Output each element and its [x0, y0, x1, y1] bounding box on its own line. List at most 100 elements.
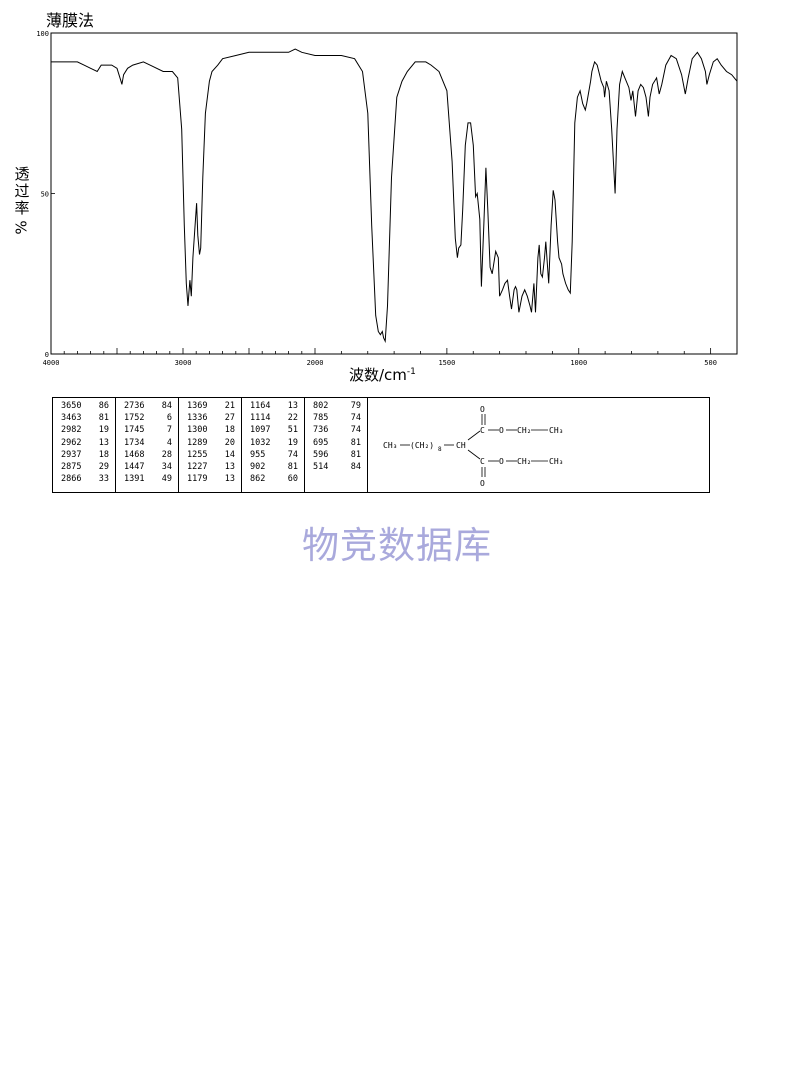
struct-ch3-top: CH₃: [549, 426, 563, 435]
peak-wavenumber: 2866: [61, 474, 82, 485]
peak-column-group: 2736 84 1752 6 1745 7 1734 4 1468 28 1447 34 1391 49: [115, 397, 179, 493]
x-tick-label: 4000: [43, 359, 60, 367]
peak-wavenumber: 1745: [124, 425, 145, 436]
peak-row: 2982 19: [61, 424, 109, 436]
peak-row: 1745 7: [124, 424, 172, 436]
peak-transmittance: 22: [287, 413, 298, 424]
peak-wavenumber: 1114: [250, 413, 271, 424]
peak-row: 695 81: [313, 437, 361, 449]
peak-row: 1097 51: [250, 424, 298, 436]
peak-wavenumber: 1369: [187, 401, 208, 411]
struct-ch2-chain: (CH₂): [410, 441, 434, 450]
struct-chain-subscript: 8: [438, 446, 442, 453]
bond: [467, 430, 481, 441]
peak-row: 2866 33: [61, 473, 109, 485]
peak-row: 514 84: [313, 461, 361, 473]
peak-row: 1369 21: [187, 400, 235, 412]
peak-wavenumber: 1300: [187, 425, 208, 436]
peak-wavenumber: 1336: [187, 413, 208, 424]
peak-transmittance: 74: [350, 413, 361, 424]
peak-transmittance: 14: [224, 449, 235, 460]
peak-transmittance: 81: [350, 437, 361, 448]
peak-transmittance: 19: [98, 425, 109, 436]
peak-transmittance: 29: [98, 461, 109, 472]
peak-row: 2937 18: [61, 449, 109, 461]
peak-transmittance: 86: [98, 401, 109, 411]
peak-row: 736 74: [313, 424, 361, 436]
spectrum-trace: [51, 48, 738, 344]
peak-wavenumber: 695: [313, 437, 329, 448]
x-tick-label: 500: [704, 359, 717, 367]
peak-row: 596 81: [313, 449, 361, 461]
peak-transmittance: 19: [287, 437, 298, 448]
peak-row: 3650 86: [61, 400, 109, 412]
peak-row: 1255 14: [187, 449, 235, 461]
x-tick-label: 3000: [175, 359, 192, 367]
peak-transmittance: 13: [287, 401, 298, 411]
peak-wavenumber: 2937: [61, 449, 82, 460]
peak-wavenumber: 596: [313, 449, 329, 460]
x-label-exponent: -1: [406, 367, 416, 377]
y-label-char: 过: [14, 182, 30, 200]
peak-wavenumber: 1032: [250, 437, 271, 448]
y-axis-label: 透 过 率 %: [13, 166, 31, 236]
peak-transmittance: 74: [350, 425, 361, 436]
peak-row: 862 60: [250, 473, 298, 485]
y-label-char: 率: [14, 199, 30, 217]
peak-transmittance: 13: [98, 437, 109, 448]
peak-wavenumber: 1255: [187, 449, 208, 460]
peak-wavenumber: 1391: [124, 474, 145, 485]
peak-wavenumber: 736: [313, 425, 329, 436]
peak-row: 2962 13: [61, 437, 109, 449]
peak-transmittance: 27: [224, 413, 235, 424]
peak-row: 785 74: [313, 412, 361, 424]
peak-transmittance: 81: [287, 461, 298, 472]
x-tick-label: 2000: [307, 359, 324, 367]
peak-transmittance: 74: [287, 449, 298, 460]
peak-row: 1300 18: [187, 424, 235, 436]
bond: [467, 449, 481, 460]
peak-transmittance: 84: [350, 461, 361, 472]
peak-wavenumber: 1097: [250, 425, 271, 436]
peak-wavenumber: 902: [250, 461, 266, 472]
y-ticks: 100 50 0: [36, 30, 55, 359]
struct-carbonyl-o-top: O: [480, 405, 485, 414]
y-label-char: 透: [14, 165, 30, 183]
peak-transmittance: 60: [287, 474, 298, 485]
peak-transmittance: 28: [161, 449, 172, 460]
y-tick-label: 0: [45, 351, 49, 359]
x-label-text: 波数/cm: [349, 366, 407, 384]
peak-transmittance: 20: [224, 437, 235, 448]
peak-wavenumber: 1447: [124, 461, 145, 472]
peak-transmittance: 49: [161, 474, 172, 485]
method-title: 薄膜法: [46, 11, 95, 30]
peak-wavenumber: 802: [313, 401, 329, 411]
peak-transmittance: 13: [224, 474, 235, 485]
peak-row: 1289 20: [187, 437, 235, 449]
peak-row: 1032 19: [250, 437, 298, 449]
peak-transmittance: 33: [98, 474, 109, 485]
peak-wavenumber: 514: [313, 461, 329, 472]
struct-ester-o-bottom: O: [499, 457, 504, 466]
peak-transmittance: 6: [166, 413, 172, 424]
peak-transmittance: 13: [224, 461, 235, 472]
peak-row: 1752 6: [124, 412, 172, 424]
struct-ester-o-top: O: [499, 426, 504, 435]
struct-carbon-top: C: [480, 426, 485, 435]
peak-wavenumber: 1179: [187, 474, 208, 485]
peak-row: 1336 27: [187, 412, 235, 424]
peak-transmittance: 51: [287, 425, 298, 436]
peak-transmittance: 34: [161, 461, 172, 472]
struct-ch2-bottom: CH₂: [517, 457, 531, 466]
x-tick-label: 1500: [438, 359, 455, 367]
peak-row: 955 74: [250, 449, 298, 461]
struct-ch2-top: CH₂: [517, 426, 531, 435]
peak-column-group: 3650 86 3463 81 2982 19 2962 13 2937 18 2875 29 2866…: [52, 397, 116, 493]
peak-transmittance: 21: [224, 401, 235, 411]
struct-ch: CH: [456, 441, 466, 450]
peak-wavenumber: 785: [313, 413, 329, 424]
watermark: 物竞数据库: [302, 524, 492, 567]
peak-transmittance: 81: [98, 413, 109, 424]
peak-row: 1179 13: [187, 473, 235, 485]
